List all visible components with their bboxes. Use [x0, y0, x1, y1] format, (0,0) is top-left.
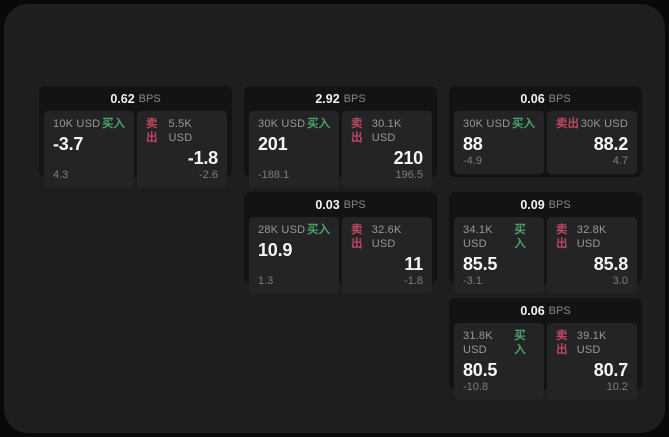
buy-delta: -188.1 — [258, 169, 290, 181]
spread-value: 0.09 — [520, 197, 545, 212]
sell-price: 85.8 — [593, 254, 628, 274]
quote-grid: 0.62 BPS 10K USD 买入 -3.7 4.3 卖出 5.5K USD — [39, 86, 642, 400]
sell-delta: 10.2 — [606, 381, 628, 393]
spread-unit: BPS — [343, 198, 366, 211]
buy-price: 10.9 — [258, 240, 293, 260]
buy-side-label: 买入 — [102, 118, 125, 130]
sell-price: 210 — [393, 148, 424, 168]
sell-tile[interactable]: 卖出 32.8K USD 85.8 3.0 — [547, 217, 637, 294]
sell-delta: 4.7 — [612, 155, 628, 167]
buy-price: 80.5 — [463, 360, 498, 380]
buy-amount: 10K USD — [53, 118, 101, 130]
sell-amount: 30.1K USD — [371, 118, 402, 144]
buy-tile[interactable]: 34.1K USD 买入 85.5 -3.1 — [454, 217, 544, 294]
buy-delta: -3.1 — [463, 275, 482, 287]
buy-price: 88 — [463, 134, 483, 154]
buy-delta: 1.3 — [258, 275, 274, 287]
sell-amount: 39.1K USD — [576, 330, 607, 356]
spread-value: 0.06 — [520, 303, 545, 318]
buy-side-label: 买入 — [514, 330, 526, 356]
sell-tile[interactable]: 卖出 5.5K USD -1.8 -2.6 — [137, 111, 227, 188]
sell-amount: 32.8K USD — [576, 224, 607, 250]
buy-amount: 30K USD — [258, 118, 306, 130]
sell-tile[interactable]: 卖出 30K USD 88.2 4.7 — [547, 111, 637, 174]
buy-delta: 4.3 — [53, 169, 69, 181]
spread-header: 0.06 BPS — [454, 298, 637, 323]
buy-tile[interactable]: 30K USD 买入 201 -188.1 — [249, 111, 339, 188]
buy-amount: 31.8K USD — [463, 330, 493, 356]
spread-value: 0.62 — [110, 91, 135, 106]
sell-price: 11 — [404, 254, 423, 274]
sell-delta: 196.5 — [395, 169, 423, 181]
quote-card: 0.09 BPS 34.1K USD 买入 85.5 -3.1 卖出 32.8K… — [449, 192, 642, 294]
sell-price: -1.8 — [187, 148, 218, 168]
buy-delta: -4.9 — [463, 155, 482, 167]
spread-unit: BPS — [138, 92, 161, 105]
spread-unit: BPS — [548, 92, 571, 105]
quote-card: 0.62 BPS 10K USD 买入 -3.7 4.3 卖出 5.5K USD — [39, 86, 232, 188]
buy-price: -3.7 — [53, 134, 84, 154]
buy-price: 85.5 — [463, 254, 498, 274]
sell-amount: 32.6K USD — [371, 224, 402, 250]
spread-header: 0.62 BPS — [44, 86, 227, 111]
spread-header: 0.03 BPS — [249, 192, 432, 217]
sell-amount: 5.5K USD — [168, 118, 193, 144]
spread-unit: BPS — [343, 92, 366, 105]
buy-side-label: 买入 — [307, 224, 330, 236]
sell-delta: -2.6 — [199, 169, 218, 181]
sell-side-label: 卖出 — [351, 118, 363, 144]
quote-card: 0.06 BPS 31.8K USD 买入 80.5 -10.8 卖出 39.1… — [449, 298, 642, 400]
sell-price: 80.7 — [593, 360, 628, 380]
sell-side-label: 卖出 — [556, 224, 568, 250]
sell-tile[interactable]: 卖出 39.1K USD 80.7 10.2 — [547, 323, 637, 400]
spread-value: 2.92 — [315, 91, 340, 106]
quotes-panel: 0.62 BPS 10K USD 买入 -3.7 4.3 卖出 5.5K USD — [4, 4, 665, 433]
quote-card: 0.06 BPS 30K USD 买入 88 -4.9 卖出 30K USD — [449, 86, 642, 177]
buy-amount: 28K USD — [258, 224, 306, 236]
spread-value: 0.03 — [315, 197, 340, 212]
buy-tile[interactable]: 30K USD 买入 88 -4.9 — [454, 111, 544, 174]
sell-price: 88.2 — [593, 134, 628, 154]
buy-tile[interactable]: 28K USD 买入 10.9 1.3 — [249, 217, 339, 294]
sell-amount: 30K USD — [580, 118, 628, 130]
spread-unit: BPS — [548, 304, 571, 317]
buy-amount: 34.1K USD — [463, 224, 493, 250]
sell-side-label: 卖出 — [146, 118, 158, 144]
quote-card: 2.92 BPS 30K USD 买入 201 -188.1 卖出 30.1K … — [244, 86, 437, 188]
sell-side-label: 卖出 — [556, 118, 579, 130]
sell-side-label: 卖出 — [351, 224, 363, 250]
buy-tile[interactable]: 31.8K USD 买入 80.5 -10.8 — [454, 323, 544, 400]
sell-tile[interactable]: 卖出 32.6K USD 11 -1.8 — [342, 217, 432, 294]
buy-delta: -10.8 — [463, 381, 489, 393]
sell-delta: 3.0 — [612, 275, 628, 287]
buy-amount: 30K USD — [463, 118, 511, 130]
buy-side-label: 买入 — [307, 118, 330, 130]
sell-delta: -1.8 — [404, 275, 423, 287]
spread-header: 2.92 BPS — [249, 86, 432, 111]
quote-card: 0.03 BPS 28K USD 买入 10.9 1.3 卖出 32.6K US… — [244, 192, 437, 294]
spread-header: 0.06 BPS — [454, 86, 637, 111]
sell-tile[interactable]: 卖出 30.1K USD 210 196.5 — [342, 111, 432, 188]
buy-price: 201 — [258, 134, 288, 154]
spread-value: 0.06 — [520, 91, 545, 106]
sell-side-label: 卖出 — [556, 330, 568, 356]
buy-side-label: 买入 — [514, 224, 526, 250]
spread-unit: BPS — [548, 198, 571, 211]
buy-side-label: 买入 — [512, 118, 535, 130]
buy-tile[interactable]: 10K USD 买入 -3.7 4.3 — [44, 111, 134, 188]
spread-header: 0.09 BPS — [454, 192, 637, 217]
